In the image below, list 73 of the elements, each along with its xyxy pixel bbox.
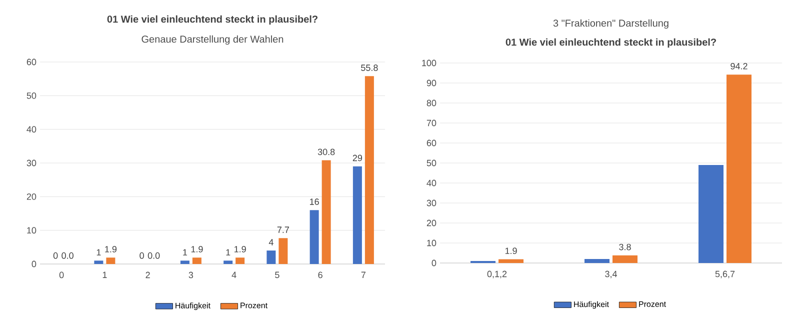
bar [236, 258, 245, 264]
data-label: 1 [183, 249, 187, 256]
data-label: 7.7 [277, 226, 289, 233]
bar [310, 210, 319, 264]
y-tick-label: 40 [426, 180, 436, 186]
bar [498, 259, 524, 263]
bar [584, 259, 610, 263]
x-tick-label: 5 [275, 272, 280, 278]
data-label: 3.8 [619, 244, 631, 250]
bar [726, 74, 752, 263]
data-label: 1.9 [191, 246, 203, 252]
x-tick-label: 6 [318, 272, 322, 278]
data-label: 0 [140, 252, 144, 259]
bar [612, 255, 638, 263]
y-tick-label: 80 [426, 100, 436, 106]
x-tick-label: 3 [188, 272, 194, 278]
y-tick-label: 30 [426, 200, 436, 206]
data-label: 1.9 [234, 246, 246, 252]
x-tick-label: 7 [361, 272, 366, 278]
y-tick-label: 10 [27, 227, 36, 234]
y-tick-label: 50 [426, 160, 436, 166]
legend-label: Häufigkeit [176, 302, 210, 310]
data-label: 94.2 [730, 63, 748, 70]
chart-subtitle: 3 "Fraktionen" Darstellung [553, 19, 668, 29]
bar [278, 238, 288, 264]
bar [322, 160, 331, 264]
x-tick-label: 0,1,2 [487, 270, 507, 278]
bar [180, 260, 190, 264]
y-tick-label: 0 [32, 260, 36, 268]
x-tick-label: 0 [59, 272, 64, 278]
data-label: 16 [310, 198, 319, 205]
x-tick-label: 2 [146, 272, 150, 278]
data-label: 29 [352, 154, 362, 162]
y-tick-label: 50 [26, 92, 36, 99]
data-label: 1.9 [505, 248, 517, 254]
data-label: 55.8 [361, 64, 378, 71]
legend-label: Prozent [639, 301, 666, 307]
x-tick-label: 4 [232, 272, 236, 278]
y-tick-label: 100 [422, 60, 436, 66]
bar [94, 260, 104, 264]
bar [364, 76, 374, 264]
bar [698, 165, 724, 263]
bar [352, 166, 362, 264]
y-tick-label: 70 [426, 120, 436, 126]
legend-label: Häufigkeit [574, 301, 609, 309]
x-tick-label: 1 [102, 272, 107, 278]
y-tick-label: 0 [432, 260, 436, 266]
y-tick-label: 20 [26, 193, 36, 200]
y-tick-label: 90 [426, 80, 436, 86]
y-tick-label: 40 [26, 126, 36, 133]
data-label: 0.0 [62, 252, 74, 259]
legend-label: Prozent [240, 302, 268, 308]
y-tick-label: 60 [26, 58, 36, 66]
bar [266, 250, 276, 264]
y-tick-label: 20 [426, 220, 436, 226]
data-label: 30.8 [318, 148, 335, 156]
chart-title: 01 Wie viel einleuchtend steckt in plausibel? [107, 15, 318, 25]
y-tick-label: 30 [26, 160, 36, 166]
data-label: 0.0 [148, 252, 160, 259]
data-label: 1 [96, 249, 101, 256]
bar [106, 258, 116, 264]
y-tick-label: 10 [427, 240, 436, 246]
bar [224, 260, 233, 264]
x-tick-label: 3,4 [605, 270, 617, 278]
chart-title: 01 Wie viel einleuchtend steckt in plausibel? [506, 38, 716, 48]
y-tick-label: 60 [426, 140, 436, 146]
data-label: 1.9 [105, 246, 117, 252]
data-label: 0 [53, 252, 58, 259]
bar [192, 258, 202, 264]
x-tick-label: 5,6,7 [715, 270, 735, 278]
data-label: 4 [268, 239, 274, 246]
data-label: 1 [226, 249, 230, 256]
chart-subtitle: Genaue Darstellung der Wahlen [142, 35, 284, 45]
